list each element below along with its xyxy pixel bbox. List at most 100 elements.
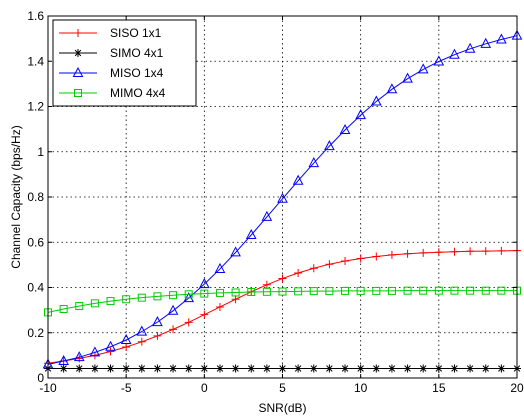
series-layer [42,29,523,373]
y-tick-label: 1 [37,145,44,159]
data-point-mimo-4x4 [169,291,178,300]
data-point-miso-1x4 [386,83,398,94]
data-point-miso-1x4 [480,37,492,48]
data-point-simo-4x1 [247,364,256,373]
x-axis-label: SNR(dB) [258,401,306,415]
data-point-mimo-4x4 [59,304,68,313]
y-tick-label: 0.2 [27,326,44,340]
data-point-simo-4x1 [200,364,209,373]
x-tick-label: 5 [279,381,286,395]
data-point-mimo-4x4 [106,297,115,306]
data-point-miso-1x4 [402,72,413,83]
x-tick-label: -5 [121,381,132,395]
data-point-simo-4x1 [184,364,193,373]
data-point-mimo-4x4 [341,286,350,295]
data-point-simo-4x1 [153,364,162,373]
data-point-miso-1x4 [355,109,366,120]
data-point-miso-1x4 [417,63,429,74]
series-simo-4x1 [44,364,521,373]
data-point-mimo-4x4 [278,287,287,296]
data-point-miso-1x4 [167,304,179,315]
data-point-simo-4x1 [387,364,396,373]
data-point-mimo-4x4 [325,287,334,296]
y-tick-label: 0.6 [27,235,44,249]
data-point-siso-1x1 [481,247,490,256]
data-point-siso-1x1 [122,343,131,352]
data-point-miso-1x4 [245,228,257,240]
data-point-mimo-4x4 [215,288,224,297]
data-point-mimo-4x4 [309,287,318,296]
data-point-simo-4x1 [59,364,68,373]
legend-marker-simo-4x1 [74,49,82,57]
data-point-miso-1x4 [152,316,163,327]
legend-label-siso-1x1: SISO 1x1 [110,26,162,40]
data-point-mimo-4x4 [419,286,428,295]
data-point-mimo-4x4 [137,293,146,302]
data-point-mimo-4x4 [90,299,99,308]
legend-label-miso-1x4: MISO 1x4 [110,66,164,80]
data-point-mimo-4x4 [200,289,209,298]
data-point-simo-4x1 [450,364,459,373]
data-point-simo-4x1 [106,364,115,373]
data-point-miso-1x4 [370,95,382,106]
x-tick-label: 20 [510,381,524,395]
data-point-siso-1x1 [215,302,224,311]
data-point-simo-4x1 [137,364,146,373]
data-point-miso-1x4 [496,33,507,44]
data-point-mimo-4x4 [497,286,506,295]
data-point-siso-1x1 [387,250,396,259]
data-point-miso-1x4 [199,278,210,289]
data-point-miso-1x4 [230,246,241,257]
data-point-mimo-4x4 [387,286,396,295]
data-point-mimo-4x4 [184,290,193,299]
data-point-mimo-4x4 [403,286,412,295]
data-point-simo-4x1 [90,364,99,373]
y-tick-label: 1.4 [27,54,44,68]
x-tick-label: 15 [432,381,446,395]
data-point-miso-1x4 [292,174,304,185]
data-point-miso-1x4 [136,325,148,336]
data-point-siso-1x1 [372,252,381,261]
data-point-siso-1x1 [325,260,334,269]
data-point-mimo-4x4 [153,292,162,301]
data-point-simo-4x1 [309,364,318,373]
data-point-siso-1x1 [434,248,443,257]
data-point-simo-4x1 [497,364,506,373]
data-point-mimo-4x4 [75,302,84,311]
data-point-simo-4x1 [75,364,84,373]
series-miso-1x4 [42,29,523,369]
data-point-siso-1x1 [262,280,271,289]
data-point-simo-4x1 [403,364,412,373]
data-point-miso-1x4 [214,262,226,273]
data-point-mimo-4x4 [356,286,365,295]
data-point-mimo-4x4 [434,286,443,295]
data-point-siso-1x1 [137,337,146,346]
legend: SISO 1x1 SIMO 4x1 MISO 1x4 MIMO 4x4 [52,19,197,107]
x-tick-label: 0 [201,381,208,395]
data-point-miso-1x4 [73,351,85,362]
data-point-mimo-4x4 [450,286,459,295]
data-point-mimo-4x4 [231,288,240,297]
data-point-simo-4x1 [294,364,303,373]
data-point-siso-1x1 [200,310,209,319]
data-point-siso-1x1 [341,257,350,266]
data-point-siso-1x1 [403,249,412,258]
data-point-mimo-4x4 [247,288,256,297]
data-point-simo-4x1 [434,364,443,373]
x-tick-label: -10 [39,381,57,395]
data-point-siso-1x1 [466,247,475,256]
data-point-siso-1x1 [294,269,303,278]
axis-ticks: -10 -5 0 5 10 15 20 0 0.2 0.4 0.6 0.8 1 1.2 1.4 1.6 [27,9,524,395]
data-point-simo-4x1 [278,364,287,373]
y-tick-label: 0.4 [27,281,44,295]
data-point-siso-1x1 [106,347,115,356]
data-point-siso-1x1 [153,331,162,340]
data-point-mimo-4x4 [466,286,475,295]
data-point-simo-4x1 [325,364,334,373]
legend-marker-miso-1x4 [72,66,84,77]
data-point-miso-1x4 [464,42,476,53]
data-point-simo-4x1 [215,364,224,373]
data-point-miso-1x4 [324,140,335,151]
data-point-simo-4x1 [466,364,475,373]
y-tick-label: 1.6 [27,9,44,23]
